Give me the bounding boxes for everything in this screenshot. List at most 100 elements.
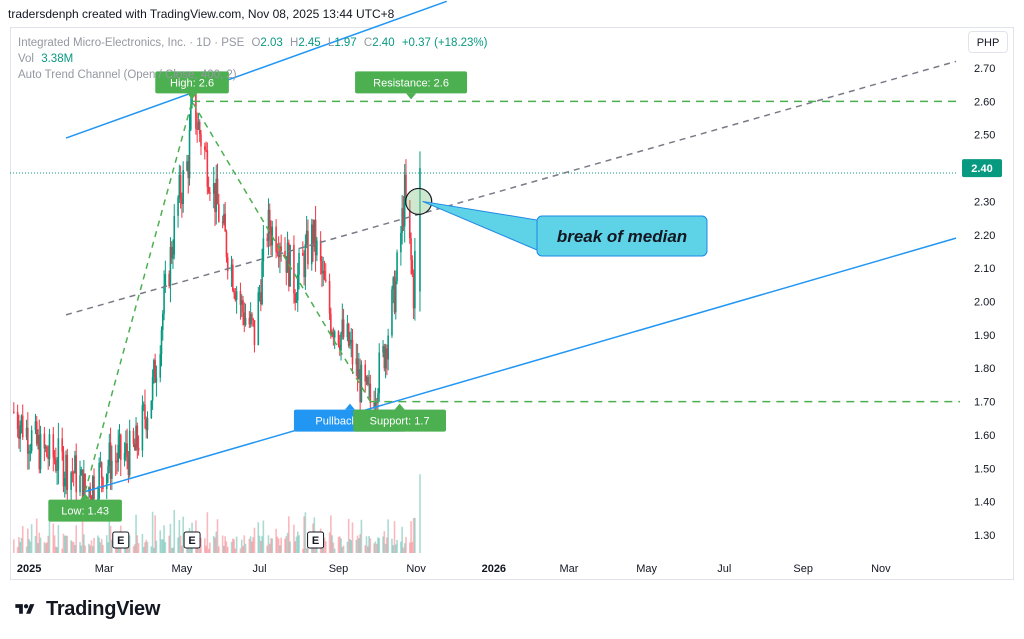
volume-bar (288, 516, 290, 553)
volume-bar (402, 547, 405, 553)
volume-bar (44, 543, 47, 553)
candle-body (366, 376, 369, 385)
candle-body (107, 466, 109, 474)
tradingview-logo[interactable]: TradingView (12, 598, 160, 621)
volume-bar (65, 535, 67, 553)
symbol-name[interactable]: Integrated Micro-Electronics, Inc. · 1D … (18, 37, 245, 49)
volume-bar (358, 538, 360, 553)
candle-body (173, 215, 176, 255)
volume-bar (331, 535, 333, 553)
candle-body (340, 332, 342, 351)
candle-body (57, 438, 60, 470)
earnings-marker-box (112, 531, 130, 549)
candle-body (214, 182, 216, 212)
candle-body (235, 291, 238, 301)
currency-button[interactable]: PHP (968, 31, 1008, 53)
earnings-marker-box (183, 531, 201, 549)
candle-body (369, 383, 372, 403)
price-tick-label: 1.60 (974, 430, 995, 442)
legend-volume-row[interactable]: Vol 3.38M (18, 51, 487, 67)
volume-bar (391, 538, 393, 553)
candle-body (364, 364, 367, 382)
price-tick-label: 1.70 (974, 397, 995, 409)
volume-bar (396, 539, 398, 553)
volume-bar (323, 537, 326, 553)
candle-body (53, 457, 56, 461)
candle-body (411, 260, 414, 275)
candle-body (160, 330, 163, 355)
volume-bar (366, 546, 369, 553)
candle-body (18, 429, 20, 439)
candle-body (328, 280, 331, 314)
volume-bar (373, 543, 375, 553)
candle-body (402, 208, 405, 227)
candle-body (72, 472, 75, 474)
volume-bar (187, 547, 190, 553)
volume-bar (21, 526, 24, 553)
earnings-marker-text: E (117, 535, 124, 547)
price-axis[interactable]: 2.70 2.60 2.50 2.30 2.20 2.10 2.00 1.90 1.80 1.70… (962, 63, 1002, 542)
legend-indicator-row[interactable]: Auto Trend Channel (Open / Close, 400, 2… (18, 67, 487, 83)
volume-bar (360, 519, 363, 553)
high-label-box (155, 71, 229, 94)
candle-body (337, 331, 340, 345)
volume-bar (164, 542, 167, 553)
candle-body (382, 345, 384, 353)
volume-bar (25, 546, 28, 553)
volume-bar (347, 518, 350, 553)
volume-bar (173, 509, 176, 553)
candle-body (304, 244, 307, 278)
volume-bar (383, 531, 386, 553)
candle-body (21, 415, 24, 438)
time-axis[interactable]: 2025 Mar May Jul Sep Nov 2026 Mar May Jul Sep Nov (17, 563, 891, 575)
candle-body (232, 264, 234, 291)
candle-body (80, 469, 83, 476)
candle-body (74, 455, 76, 474)
candle-body (225, 231, 228, 258)
candle-body (205, 149, 207, 151)
volume-bar (412, 518, 415, 553)
candle-body (116, 461, 118, 463)
candle-body (233, 290, 235, 294)
volume-bar (267, 535, 270, 553)
volume-bar (100, 538, 103, 553)
candle-body (145, 419, 148, 431)
candle-body (359, 369, 361, 402)
candle-body (303, 255, 305, 278)
volume-value: 3.38M (41, 53, 74, 65)
volume-bar (28, 539, 30, 553)
volume-bar (47, 535, 49, 553)
last-price-badge (962, 159, 1002, 178)
candle-body (346, 323, 349, 338)
volume-bar (181, 545, 183, 553)
volume-bar (206, 512, 209, 553)
volume-bar (233, 539, 235, 553)
price-tick-label: 2.60 (974, 96, 995, 108)
volume-bar (223, 545, 225, 553)
candle-body (396, 252, 398, 282)
high-label-pointer (187, 93, 198, 100)
time-tick-label: 2026 (482, 563, 506, 575)
volume-bar (303, 516, 305, 553)
tradingview-logo-icon (15, 604, 35, 614)
volume-bar (75, 525, 78, 553)
candle-body (234, 293, 237, 301)
candle-body (226, 257, 229, 272)
volume-bar (365, 536, 368, 553)
candle-body (197, 121, 200, 130)
volume-bar (214, 537, 216, 553)
candle-body (314, 219, 317, 256)
candle-body (98, 463, 100, 499)
time-tick-label: Jul (717, 563, 731, 575)
candle-body (133, 443, 136, 451)
candlesticks[interactable] (13, 77, 421, 516)
volume-bar (419, 474, 421, 553)
candle-body (154, 360, 156, 383)
candle-body (186, 161, 188, 171)
earnings-marker-box (307, 531, 325, 549)
candle-body (151, 376, 154, 401)
candle-body (242, 300, 244, 313)
candle-body (368, 383, 370, 385)
candle-body (257, 292, 260, 345)
